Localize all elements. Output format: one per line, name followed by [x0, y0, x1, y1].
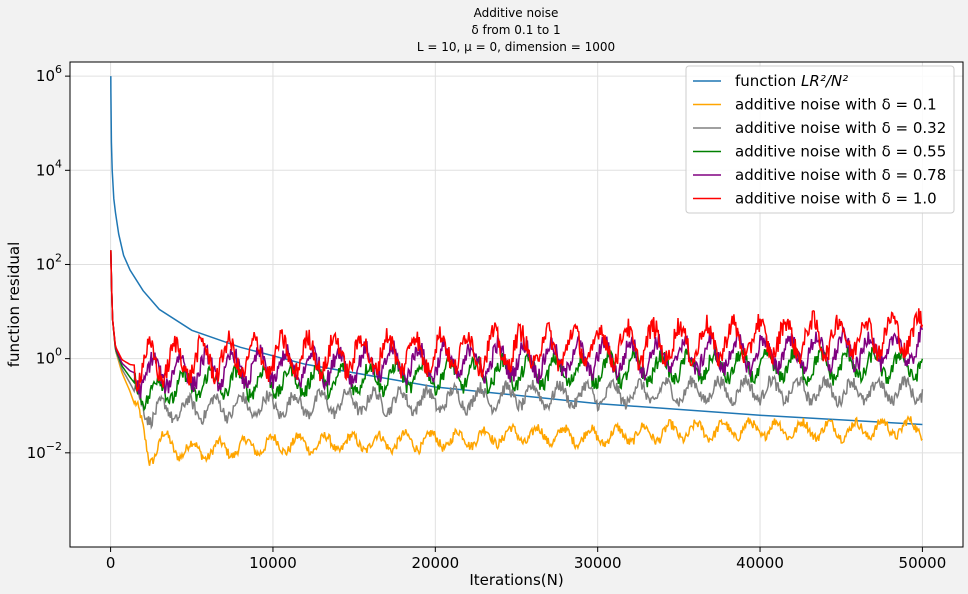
series-line-5	[110, 250, 924, 392]
legend-entry: additive noise with δ = 1.0	[735, 190, 937, 208]
series-line-2	[110, 250, 924, 431]
x-tick-label: 10000	[249, 554, 297, 572]
x-tick-label: 0	[106, 554, 116, 572]
chart-title-line: δ from 0.1 to 1	[471, 23, 560, 37]
chart-title: Additive noise δ from 0.1 to 1 L = 10, μ =…	[417, 6, 615, 54]
legend-box	[685, 65, 955, 214]
y-tick-label: 106	[36, 63, 62, 85]
chart-title-line: Additive noise	[474, 6, 559, 20]
y-axis: 10−2 100 102 104 106	[27, 63, 70, 462]
legend-entry: additive noise with δ = 0.32	[735, 119, 946, 137]
y-tick-label: 100	[36, 346, 62, 368]
legend-entry: additive noise with δ = 0.55	[735, 143, 946, 161]
x-axis-label: Iterations(N)	[469, 571, 563, 589]
series-line-4	[110, 250, 924, 399]
y-axis-label: function residual	[5, 242, 23, 367]
y-tick-label: 10−2	[27, 440, 62, 462]
plot-frame	[69, 61, 964, 548]
legend-entry: function LR²/N²	[735, 72, 848, 90]
x-tick-label: 40000	[736, 554, 784, 572]
chart-title-line: L = 10, μ = 0, dimension = 1000	[417, 40, 615, 54]
x-axis: 0 10000 20000 30000 40000 50000	[106, 547, 946, 572]
legend-entry: additive noise with δ = 0.1	[735, 96, 937, 114]
y-tick-label: 102	[36, 251, 62, 273]
x-tick-label: 50000	[899, 554, 947, 572]
legend-entry: additive noise with δ = 0.78	[735, 166, 946, 184]
series-layer	[110, 76, 924, 466]
legend: function LR²/N² additive noise with δ = 0…	[685, 65, 955, 214]
x-tick-label: 20000	[411, 554, 459, 572]
series-line-1	[110, 250, 923, 466]
y-tick-label: 104	[36, 157, 62, 179]
x-tick-label: 30000	[574, 554, 622, 572]
